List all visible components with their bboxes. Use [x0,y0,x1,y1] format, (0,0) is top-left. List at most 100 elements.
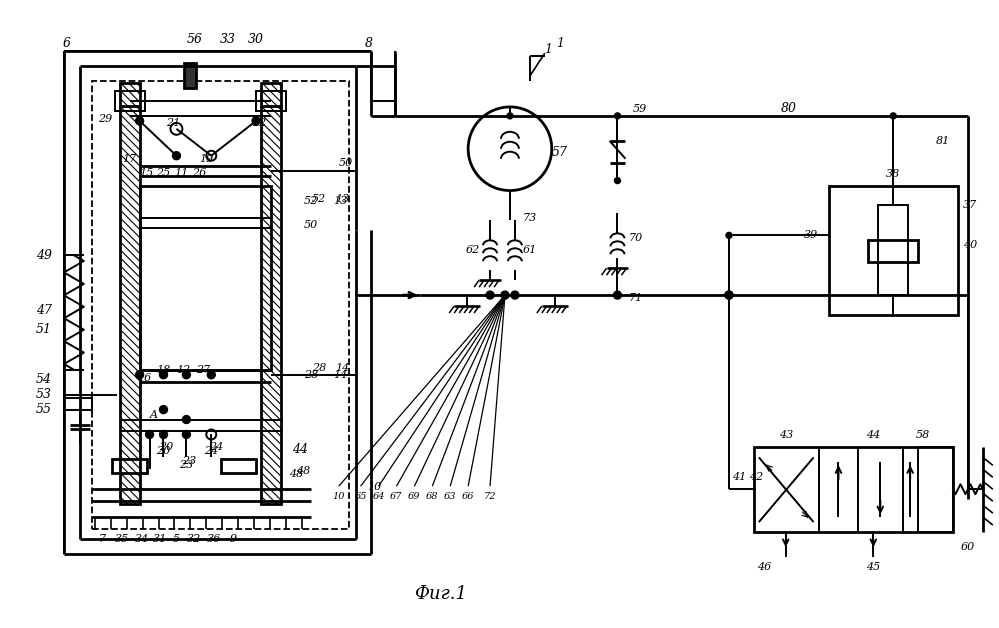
Text: 41: 41 [732,472,746,482]
Circle shape [614,113,620,119]
Text: 10: 10 [333,492,345,501]
Circle shape [614,178,620,183]
Text: 50: 50 [339,158,353,168]
Circle shape [208,152,215,160]
Text: 50: 50 [304,220,318,230]
Text: 42: 42 [748,472,763,482]
Text: 10: 10 [368,482,382,492]
Text: 28: 28 [312,363,326,373]
Circle shape [207,430,216,440]
Text: 33: 33 [220,33,236,46]
Text: 26: 26 [192,168,207,178]
Text: 21: 21 [166,118,181,128]
Text: 81: 81 [936,136,950,146]
Text: 38: 38 [886,169,900,178]
Bar [754,447,953,532]
Text: 58: 58 [916,430,930,440]
Bar [868,241,918,263]
Text: 18: 18 [157,365,171,375]
Text: 60: 60 [961,542,975,552]
Circle shape [726,232,732,239]
Text: Фиг.1: Фиг.1 [414,585,467,603]
Text: 30: 30 [248,33,264,46]
Circle shape [171,123,183,135]
Text: 27: 27 [196,365,211,375]
Circle shape [469,107,551,190]
Text: 14: 14 [336,363,350,373]
Bar [256,91,286,111]
Text: 66: 66 [462,492,475,501]
Text: 80: 80 [780,102,797,116]
Text: 70: 70 [628,234,642,243]
Text: 48: 48 [289,469,303,479]
Text: 23: 23 [182,457,197,467]
Text: 1: 1 [543,43,551,56]
Text: 69: 69 [409,492,421,501]
Circle shape [183,416,191,423]
Text: 73: 73 [522,214,537,224]
Text: 16: 16 [138,372,152,382]
Circle shape [890,113,896,119]
Text: 32: 32 [187,534,202,544]
Bar [918,447,953,532]
Bar [140,185,271,370]
Text: 52: 52 [312,193,326,203]
Circle shape [725,291,733,299]
Bar [120,83,140,504]
Text: 13: 13 [336,193,350,203]
Text: 37: 37 [963,200,977,210]
Text: 5: 5 [173,534,180,544]
Text: 17: 17 [123,154,137,164]
Text: 59: 59 [632,104,646,114]
Bar [878,205,908,295]
Text: 61: 61 [522,246,537,256]
Text: 4: 4 [292,443,300,456]
Text: 62: 62 [466,246,481,256]
Text: 39: 39 [803,230,818,241]
Bar [112,459,147,474]
Text: 45: 45 [866,562,880,572]
Text: 7: 7 [98,534,105,544]
Text: 57: 57 [551,146,567,160]
Text: 4: 4 [299,443,307,456]
Text: 51: 51 [36,323,52,337]
Circle shape [506,113,512,119]
Circle shape [487,291,495,299]
Circle shape [183,430,191,438]
Text: 65: 65 [355,492,367,501]
Circle shape [207,151,216,161]
Text: 46: 46 [756,562,771,572]
Circle shape [613,291,621,299]
Text: 36: 36 [207,534,222,544]
Circle shape [725,291,733,299]
Circle shape [136,371,144,379]
Text: 11: 11 [174,168,189,178]
Text: 44: 44 [866,430,880,440]
Bar [92,81,349,529]
Text: 63: 63 [444,492,457,501]
Text: 24: 24 [209,442,224,452]
Bar [115,91,145,111]
Text: 48: 48 [296,467,310,476]
Text: 56: 56 [187,33,203,46]
Circle shape [136,117,144,125]
Circle shape [160,371,168,379]
Bar [185,63,197,88]
Circle shape [146,430,154,438]
Text: 40: 40 [963,241,977,251]
Text: 52: 52 [304,195,318,205]
Text: 35: 35 [115,534,129,544]
Text: 23: 23 [179,460,194,470]
Bar [64,398,92,409]
Circle shape [510,291,518,299]
Text: 55: 55 [36,403,52,416]
Bar [261,83,281,504]
Circle shape [160,406,168,414]
Text: 12: 12 [176,365,191,375]
Text: 25: 25 [157,168,171,178]
Text: 53: 53 [36,388,52,401]
Circle shape [183,371,191,379]
Text: 71: 71 [628,293,642,303]
Bar [221,459,256,474]
Bar [828,185,958,315]
